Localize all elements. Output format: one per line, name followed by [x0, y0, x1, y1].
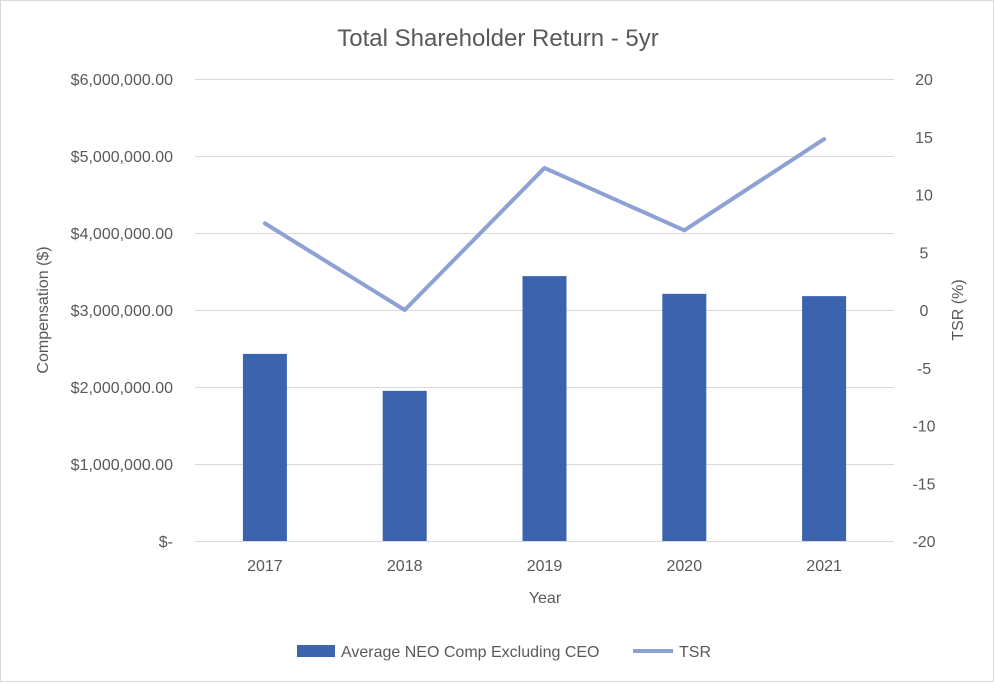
y-tick-label: $2,000,000.00: [71, 380, 173, 397]
bar: [242, 353, 287, 541]
left-axis-ticks: $- $1,000,000.00 $2,000,000.00 $3,000,000.0…: [71, 72, 173, 551]
bar: [802, 296, 847, 541]
bar: [662, 293, 707, 541]
y2-tick-label: 10: [915, 188, 933, 205]
x-axis-ticks: 2017 2018 2019 2020 2021: [247, 558, 842, 575]
tsr-point: [823, 138, 825, 140]
y2-tick-label: -10: [912, 419, 935, 436]
right-axis-ticks: -20 -15 -10 -5 0 5 10 15 20: [912, 72, 935, 551]
y2-tick-label: 5: [920, 245, 929, 262]
y-tick-label: $5,000,000.00: [71, 149, 173, 166]
y2-tick-label: -15: [912, 476, 935, 493]
bar: [382, 390, 427, 541]
legend-label: TSR: [679, 644, 711, 661]
y2-tick-label: -20: [912, 534, 935, 551]
y2-tick-label: 15: [915, 130, 933, 147]
tsr-point: [264, 222, 266, 224]
x-axis-title: Year: [529, 590, 562, 607]
x-tick-label: 2020: [667, 558, 703, 575]
tsr-point: [544, 167, 545, 169]
y-tick-label: $6,000,000.00: [71, 72, 173, 89]
y-tick-label: $-: [159, 534, 173, 551]
bar-series: [242, 276, 847, 541]
y-tick-label: $4,000,000.00: [71, 226, 173, 243]
y-tick-label: $3,000,000.00: [71, 303, 173, 320]
y-axis-title: Compensation ($): [35, 246, 52, 373]
y2-tick-label: 0: [920, 303, 929, 320]
tsr-point: [683, 229, 685, 231]
line-series: [262, 137, 827, 312]
y2-axis-title: TSR (%): [950, 279, 967, 340]
legend-label: Average NEO Comp Excluding CEO: [341, 644, 599, 661]
y2-tick-label: 20: [915, 72, 933, 89]
chart-title: Total Shareholder Return - 5yr: [337, 25, 659, 52]
legend-swatch-bar: [297, 645, 335, 657]
x-tick-label: 2019: [527, 558, 563, 575]
y-tick-label: $1,000,000.00: [71, 457, 173, 474]
y2-tick-label: -5: [917, 361, 931, 378]
legend: Average NEO Comp Excluding CEO TSR: [297, 644, 711, 661]
x-tick-label: 2018: [387, 558, 423, 575]
tsr-point: [404, 309, 406, 311]
bar: [522, 276, 567, 541]
x-tick-label: 2017: [247, 558, 283, 575]
x-tick-label: 2021: [806, 558, 842, 575]
